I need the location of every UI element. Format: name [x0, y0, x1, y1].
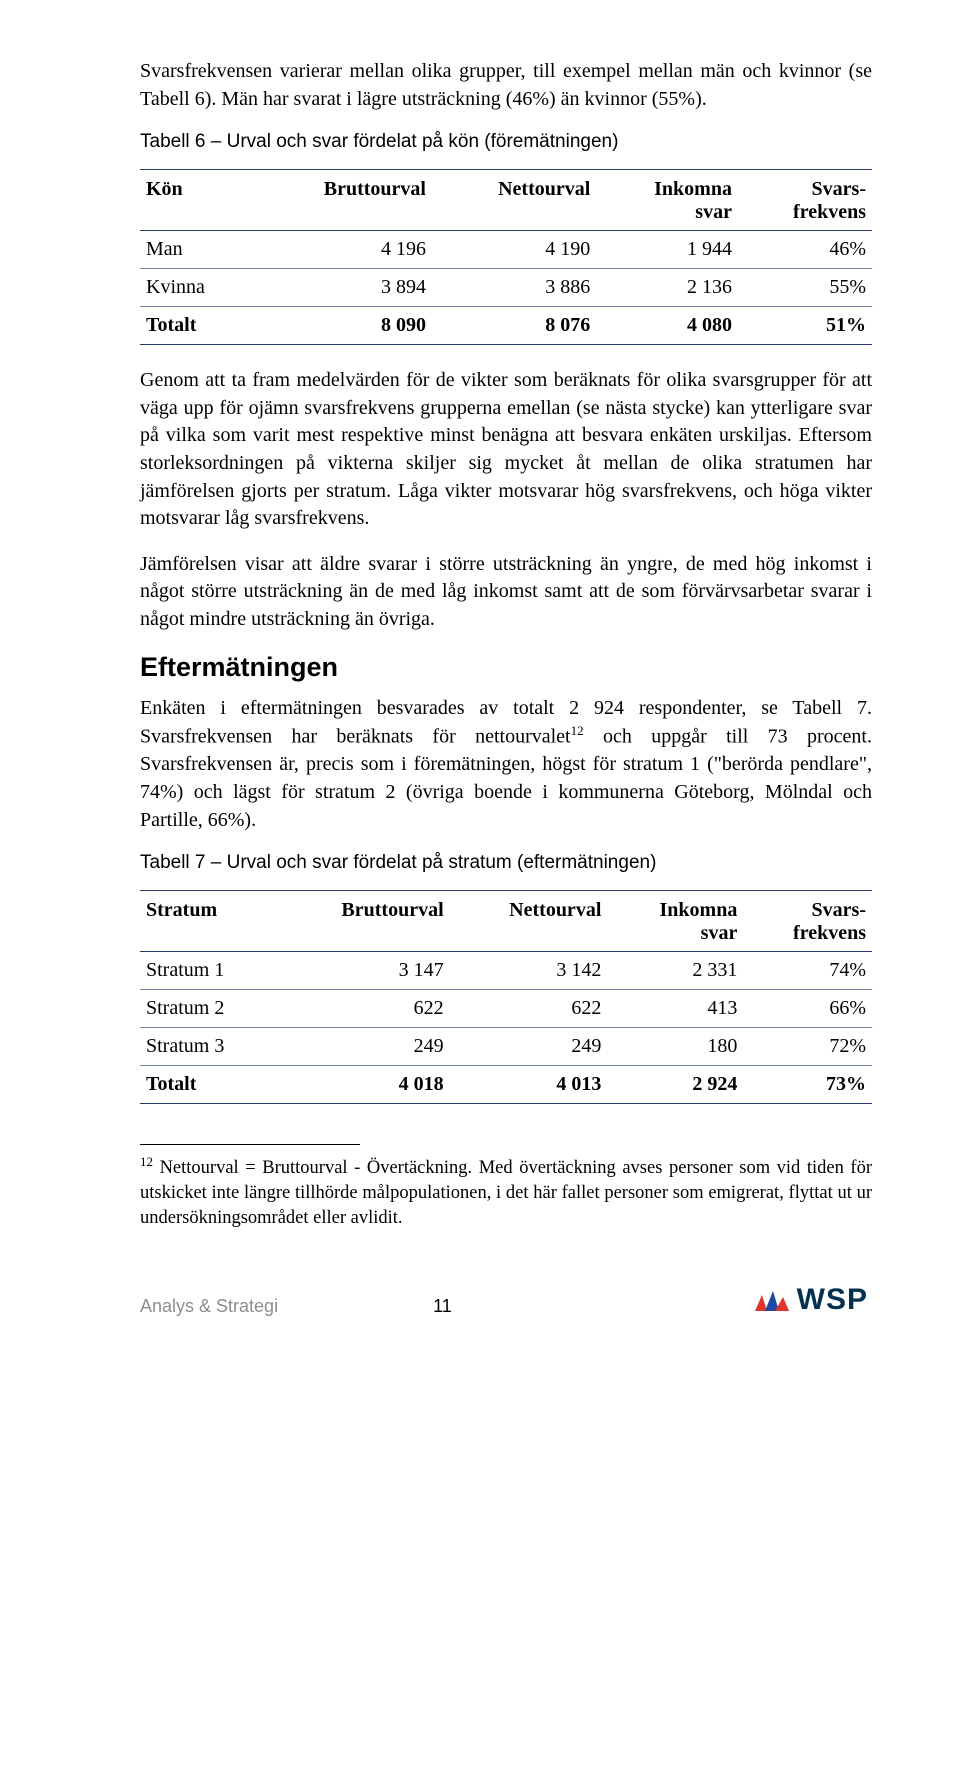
table6: Kön Bruttourval Nettourval Inkomnasvar S…	[140, 169, 872, 345]
footnote-number: 12	[140, 1154, 153, 1169]
table7-caption: Tabell 7 – Urval och svar fördelat på st…	[140, 852, 872, 874]
t7-h3: Inkomnasvar	[607, 891, 743, 952]
footnote: 12 Nettourval = Bruttourval - Övertäckni…	[140, 1153, 872, 1231]
page-footer: Analys & Strategi 11 WSP	[140, 1283, 872, 1317]
body-paragraph: Enkäten i eftermätningen besvarades av t…	[140, 695, 872, 835]
body-paragraph: Genom att ta fram medelvärden för de vik…	[140, 367, 872, 533]
wsp-logo: WSP	[753, 1283, 868, 1317]
table6-caption: Tabell 6 – Urval och svar fördelat på kö…	[140, 131, 872, 153]
t7-h2: Nettourval	[450, 891, 608, 952]
t7-h1: Bruttourval	[277, 891, 450, 952]
t7-h4: Svars-frekvens	[743, 891, 872, 952]
table-row: Man 4 196 4 190 1 944 46%	[140, 231, 872, 269]
t6-h4: Svars-frekvens	[738, 170, 872, 231]
table-row: Stratum 1 3 147 3 142 2 331 74%	[140, 952, 872, 990]
footer-brand: Analys & Strategi 11	[140, 1296, 452, 1317]
table-total-row: Totalt 8 090 8 076 4 080 51%	[140, 307, 872, 345]
footnote-separator	[140, 1144, 360, 1145]
table-row: Stratum 3 249 249 180 72%	[140, 1028, 872, 1066]
table-row: Stratum 2 622 622 413 66%	[140, 990, 872, 1028]
section-heading: Eftermätningen	[140, 652, 872, 683]
table-total-row: Totalt 4 018 4 013 2 924 73%	[140, 1066, 872, 1104]
t6-h3: Inkomnasvar	[596, 170, 738, 231]
table-row: Kvinna 3 894 3 886 2 136 55%	[140, 269, 872, 307]
t7-h0: Stratum	[140, 891, 277, 952]
intro-paragraph: Svarsfrekvensen varierar mellan olika gr…	[140, 58, 872, 113]
t6-h1: Bruttourval	[252, 170, 432, 231]
page-number: 11	[433, 1296, 452, 1316]
wsp-logo-icon	[753, 1285, 791, 1315]
body-paragraph: Jämförelsen visar att äldre svarar i stö…	[140, 551, 872, 634]
t6-h2: Nettourval	[432, 170, 596, 231]
footnote-ref: 12	[571, 723, 584, 738]
table7: Stratum Bruttourval Nettourval Inkomnasv…	[140, 890, 872, 1104]
wsp-logo-text: WSP	[797, 1283, 868, 1317]
t6-h0: Kön	[140, 170, 252, 231]
